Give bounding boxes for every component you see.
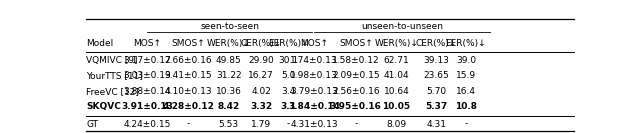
Text: 16.4: 16.4 [456,87,476,96]
Text: 49.85: 49.85 [216,56,242,65]
Text: 5.70: 5.70 [426,87,446,96]
Text: 16.27: 16.27 [248,71,274,80]
Text: EER(%)↓: EER(%)↓ [445,39,486,48]
Text: 4.02: 4.02 [251,87,271,96]
Text: -: - [464,120,467,128]
Text: 4.31: 4.31 [426,120,446,128]
Text: 3.79±0.13: 3.79±0.13 [290,87,338,96]
Text: 3.41±0.15: 3.41±0.15 [164,71,212,80]
Text: 4.10±0.13: 4.10±0.13 [164,87,212,96]
Text: 15.9: 15.9 [456,71,476,80]
Text: GT: GT [86,120,99,128]
Text: CER(%)↓: CER(%)↓ [415,39,457,48]
Text: 3.17±0.17: 3.17±0.17 [123,56,171,65]
Text: seen-to-seen: seen-to-seen [200,22,259,31]
Text: unseen-to-unseen: unseen-to-unseen [361,22,443,31]
Text: Model: Model [86,39,114,48]
Text: 29.90: 29.90 [248,56,274,65]
Text: WER(%)↓: WER(%)↓ [207,39,251,48]
Text: 3.91±0.13: 3.91±0.13 [121,102,173,111]
Text: 4.24±0.15: 4.24±0.15 [124,120,171,128]
Text: -: - [186,120,189,128]
Text: 2.66±0.16: 2.66±0.16 [164,56,212,65]
Text: 10.8: 10.8 [455,102,477,111]
Text: 23.65: 23.65 [423,71,449,80]
Text: FreeVC [12]: FreeVC [12] [86,87,140,96]
Text: -: - [287,120,290,128]
Text: 2.09±0.15: 2.09±0.15 [332,71,380,80]
Text: 30.1: 30.1 [278,56,298,65]
Text: 3.95±0.16: 3.95±0.16 [330,102,381,111]
Text: 1.79: 1.79 [251,120,271,128]
Text: 41.04: 41.04 [383,71,409,80]
Text: SMOS↑: SMOS↑ [339,39,372,48]
Text: 4.28±0.12: 4.28±0.12 [162,102,214,111]
Text: 39.0: 39.0 [456,56,476,65]
Text: 3.4: 3.4 [281,87,296,96]
Text: 5.53: 5.53 [219,120,239,128]
Text: 31.22: 31.22 [216,71,242,80]
Text: 8.09: 8.09 [387,120,406,128]
Text: 3.32: 3.32 [250,102,272,111]
Text: 10.05: 10.05 [382,102,410,111]
Text: 1.58±0.12: 1.58±0.12 [332,56,380,65]
Text: -: - [354,120,357,128]
Text: MOS↑: MOS↑ [133,39,161,48]
Text: 10.64: 10.64 [383,87,410,96]
Text: EER(%)↓: EER(%)↓ [268,39,308,48]
Text: 2.56±0.16: 2.56±0.16 [332,87,380,96]
Text: WER(%)↓: WER(%)↓ [374,39,419,48]
Text: 10.36: 10.36 [216,87,242,96]
Text: 62.71: 62.71 [383,56,410,65]
Text: 3.03±0.19: 3.03±0.19 [123,71,171,80]
Text: 1.98±0.13: 1.98±0.13 [290,71,338,80]
Text: 39.13: 39.13 [423,56,449,65]
Text: 3.88±0.14: 3.88±0.14 [123,87,171,96]
Text: CER(%)↓: CER(%)↓ [241,39,282,48]
Text: 5.0: 5.0 [281,71,296,80]
Text: 3.84±0.14: 3.84±0.14 [288,102,340,111]
Text: 5.37: 5.37 [425,102,447,111]
Text: 3.1: 3.1 [280,102,296,111]
Text: 8.42: 8.42 [218,102,240,111]
Text: MOS↑: MOS↑ [300,39,328,48]
Text: 1.74±0.13: 1.74±0.13 [291,56,338,65]
Text: 4.31±0.13: 4.31±0.13 [291,120,338,128]
Text: SMOS↑: SMOS↑ [172,39,205,48]
Text: VQMIVC [9]: VQMIVC [9] [86,56,138,65]
Text: SKQVC: SKQVC [86,102,122,111]
Text: YourTTS [11]: YourTTS [11] [86,71,143,80]
